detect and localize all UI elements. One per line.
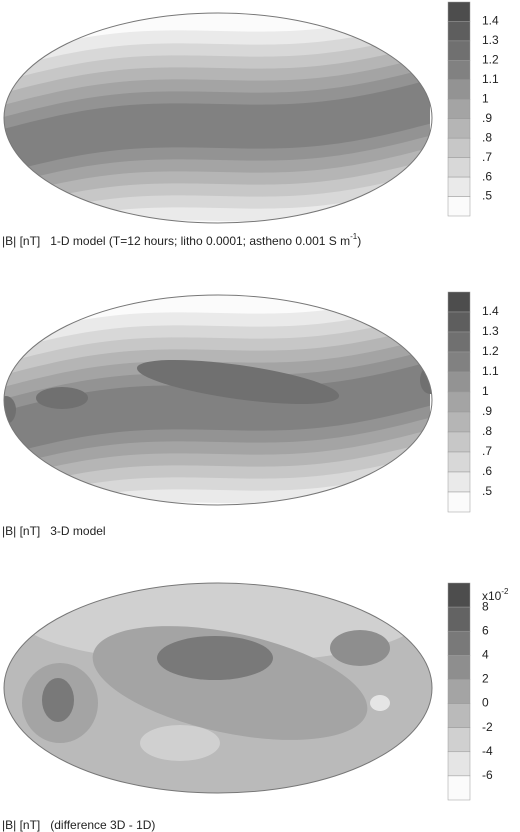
colorbar-label: .5 (482, 484, 492, 498)
multiplier-exponent: -2 (501, 587, 509, 596)
colorbar-band (447, 311, 471, 333)
colorbar-band (447, 118, 471, 139)
map-outline (3, 582, 433, 794)
caption-text: |B| [nT] 1-D model (T=12 hours; litho 0.… (2, 234, 350, 248)
colorbar-band (447, 331, 471, 353)
contour-band (4, 79, 430, 173)
colorbar-multiplier: x10-2 (482, 587, 509, 603)
colorbar-band (447, 79, 471, 100)
caption-tail: ) (357, 234, 361, 248)
contour-band (136, 359, 340, 405)
colorbar-label: 1 (482, 384, 489, 398)
colorbar-label: 1.2 (482, 344, 499, 358)
colorbar-band (447, 655, 471, 680)
colorbar-label: 1.3 (482, 324, 499, 338)
colorbar-band (447, 176, 471, 197)
colorbar-label: 1.2 (482, 53, 499, 67)
colorbar-label: 1.4 (482, 14, 499, 28)
caption-text: |B| [nT] 3-D model (2, 524, 106, 538)
colorbar-label: 1 (482, 91, 489, 105)
colorbar-band (447, 1, 471, 22)
colorbar-band (447, 751, 471, 777)
colorbar-label: 1.3 (482, 33, 499, 47)
colorbar-label: -2 (482, 720, 493, 734)
map (4, 295, 432, 505)
map (4, 13, 432, 223)
colorbar-band (447, 60, 471, 81)
colorbar-label: -6 (482, 768, 493, 782)
colorbar-label: .7 (482, 444, 492, 458)
colorbar-band (447, 727, 471, 753)
contour-band (330, 630, 390, 666)
colorbar-label: 1.1 (482, 364, 499, 378)
contour-band (157, 636, 273, 680)
contour-band (42, 678, 74, 722)
contour-band (140, 725, 220, 761)
colorbar-label: 8 (482, 599, 489, 613)
map-outline (3, 12, 433, 224)
colorbar-label: .7 (482, 150, 492, 164)
colorbar-band (447, 679, 471, 704)
colorbar-band (447, 451, 471, 473)
colorbar-label: 1.1 (482, 72, 499, 86)
colorbar-band (447, 99, 471, 119)
multiplier-base: x10 (482, 589, 502, 603)
colorbar-band (447, 291, 471, 313)
colorbar-band (447, 371, 471, 393)
contour-band (36, 387, 88, 409)
colorbar-label: .8 (482, 424, 492, 438)
colorbar-band (447, 411, 471, 433)
contour-band (4, 396, 16, 424)
colorbar-label: 2 (482, 672, 489, 686)
colorbar-band (447, 471, 471, 493)
colorbar-label: 4 (482, 648, 489, 662)
colorbar-label: .9 (482, 404, 492, 418)
colorbar-band (447, 40, 471, 61)
colorbar-band (447, 491, 471, 513)
colorbar-label: 6 (482, 623, 489, 637)
colorbar-label: .5 (482, 189, 492, 203)
colorbar-label: 0 (482, 696, 489, 710)
colorbar-label: .6 (482, 464, 492, 478)
colorbar-band (447, 606, 471, 632)
colorbar-band (447, 21, 471, 42)
colorbar-band (447, 391, 471, 413)
colorbar-band (447, 703, 471, 728)
caption: |B| [nT] (difference 3D - 1D) (2, 818, 155, 832)
caption-superscript: -1 (350, 232, 358, 241)
colorbar-band (447, 582, 471, 608)
caption: |B| [nT] 3-D model (2, 524, 106, 538)
colorbar-label: -4 (482, 744, 493, 758)
colorbar-band (447, 157, 471, 178)
colorbar-band (447, 137, 471, 158)
colorbar-label: .9 (482, 111, 492, 125)
colorbar-label: 1.4 (482, 304, 499, 318)
caption-text: |B| [nT] (difference 3D - 1D) (2, 818, 155, 832)
contour-band (370, 695, 390, 711)
colorbar-label: .8 (482, 130, 492, 144)
colorbar-band (447, 351, 471, 373)
map-outline (3, 294, 433, 506)
colorbar-label: .6 (482, 169, 492, 183)
colorbar-band (447, 775, 471, 801)
caption: |B| [nT] 1-D model (T=12 hours; litho 0.… (2, 232, 361, 248)
colorbar-band (447, 630, 471, 656)
colorbar-band (447, 431, 471, 453)
colorbar-band (447, 196, 471, 217)
